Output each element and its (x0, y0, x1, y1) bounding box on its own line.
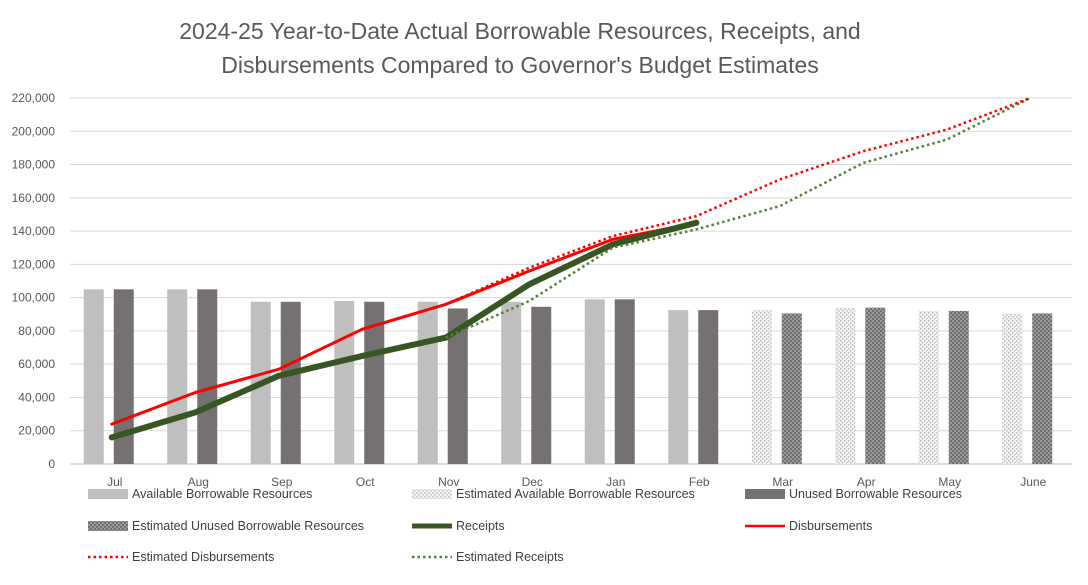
point-receipts (192, 409, 199, 416)
legend: Available Borrowable Resources Estimated … (88, 487, 962, 564)
y-axis-tick-labels: 0 20,000 40,000 60,000 80,000 100,000 120,000 1… (12, 91, 56, 471)
point-receipts (693, 219, 700, 226)
point-receipts (359, 352, 366, 359)
line-receipts (108, 219, 700, 441)
legend-item-estimated-available-borrowable-resources: Estimated Available Borrowable Resources (412, 487, 695, 501)
y-tick-label: 200,000 (12, 124, 56, 138)
legend-item-estimated-receipts: Estimated Receipts (412, 550, 564, 564)
x-tick-label: May (938, 475, 961, 489)
bar-unused-borrowable-resources-nov (447, 308, 468, 464)
legend-item-available-borrowable-resources: Available Borrowable Resources (88, 487, 312, 501)
y-tick-label: 160,000 (12, 191, 56, 205)
chart-title-line-2: Disbursements Compared to Governor's Bud… (221, 52, 819, 78)
line-estimated-disbursements (445, 96, 1031, 306)
bar-estimated-unused-borrowable-resources-june (1032, 313, 1053, 464)
x-tick-label: Mar (772, 475, 793, 489)
bar-estimated-unused-borrowable-resources-may (948, 310, 969, 464)
legend-label: Available Borrowable Resources (132, 487, 312, 501)
chart-title-line-1: 2024-25 Year-to-Date Actual Borrowable R… (179, 18, 860, 44)
legend-label: Unused Borrowable Resources (789, 487, 962, 501)
legend-item-receipts: Receipts (412, 519, 505, 533)
legend-label: Disbursements (789, 519, 872, 533)
bar-available-borrowable-resources-oct (334, 300, 355, 464)
bar-estimated-unused-borrowable-resources-mar (781, 313, 802, 464)
y-tick-label: 120,000 (12, 257, 56, 271)
point-receipts (108, 434, 115, 441)
legend-swatch (88, 521, 128, 531)
y-tick-label: 20,000 (18, 424, 55, 438)
x-tick-label: Jul (107, 475, 122, 489)
bar-available-borrowable-resources-nov (417, 301, 438, 464)
y-tick-label: 60,000 (18, 357, 55, 371)
line-disbursements (110, 221, 698, 426)
bar-estimated-available-borrowable-resources-mar (751, 310, 772, 464)
point-receipts (526, 281, 533, 288)
gridlines (70, 97, 1072, 465)
y-tick-label: 220,000 (12, 91, 56, 105)
bar-unused-borrowable-resources-sep (280, 301, 301, 464)
legend-item-disbursements: Disbursements (745, 519, 872, 533)
bar-estimated-available-borrowable-resources-may (918, 310, 939, 464)
bar-unused-borrowable-resources-aug (197, 289, 218, 464)
x-tick-label: Oct (356, 475, 375, 489)
bar-estimated-available-borrowable-resources-apr (835, 307, 856, 464)
bar-available-borrowable-resources-dec (501, 301, 522, 464)
bar-estimated-available-borrowable-resources-june (1002, 313, 1023, 464)
x-tick-label: Nov (438, 475, 459, 489)
y-tick-label: 80,000 (18, 324, 55, 338)
bar-available-borrowable-resources-aug (167, 289, 188, 464)
line-estimated-receipts (445, 96, 1031, 339)
legend-label: Estimated Disbursements (132, 550, 274, 564)
bar-unused-borrowable-resources-dec (531, 306, 552, 464)
y-tick-label: 180,000 (12, 158, 56, 172)
x-tick-label: June (1020, 475, 1046, 489)
bar-available-borrowable-resources-jul (83, 289, 104, 464)
lines (108, 96, 1031, 441)
x-axis-tick-labels: Jul Aug Sep Oct Nov Dec Jan Feb Mar Apr May June (107, 475, 1047, 489)
bar-available-borrowable-resources-jan (584, 299, 605, 464)
point-receipts (275, 372, 282, 379)
y-tick-label: 40,000 (18, 390, 55, 404)
legend-label: Receipts (456, 519, 505, 533)
legend-label: Estimated Unused Borrowable Resources (132, 519, 364, 533)
bar-available-borrowable-resources-feb (668, 310, 689, 464)
x-tick-label: Jan (606, 475, 625, 489)
legend-item-estimated-unused-borrowable-resources: Estimated Unused Borrowable Resources (88, 519, 364, 533)
legend-label: Estimated Available Borrowable Resources (456, 487, 695, 501)
bar-unused-borrowable-resources-jan (614, 299, 635, 464)
y-tick-label: 0 (48, 457, 55, 471)
legend-swatch (745, 489, 785, 499)
x-tick-label: Dec (522, 475, 543, 489)
x-tick-label: Apr (857, 475, 876, 489)
bars (83, 289, 1053, 464)
point-receipts (609, 241, 616, 248)
x-tick-label: Aug (188, 475, 209, 489)
legend-item-estimated-disbursements: Estimated Disbursements (88, 550, 274, 564)
bar-estimated-unused-borrowable-resources-apr (865, 307, 886, 464)
bar-unused-borrowable-resources-oct (364, 301, 385, 464)
bar-unused-borrowable-resources-feb (698, 310, 719, 464)
x-tick-label: Feb (689, 475, 710, 489)
legend-label: Estimated Receipts (456, 550, 564, 564)
y-tick-label: 140,000 (12, 224, 56, 238)
legend-item-unused-borrowable-resources: Unused Borrowable Resources (745, 487, 962, 501)
y-tick-label: 100,000 (12, 291, 56, 305)
x-tick-label: Sep (271, 475, 293, 489)
legend-swatch (88, 489, 128, 499)
legend-swatch (412, 489, 452, 499)
